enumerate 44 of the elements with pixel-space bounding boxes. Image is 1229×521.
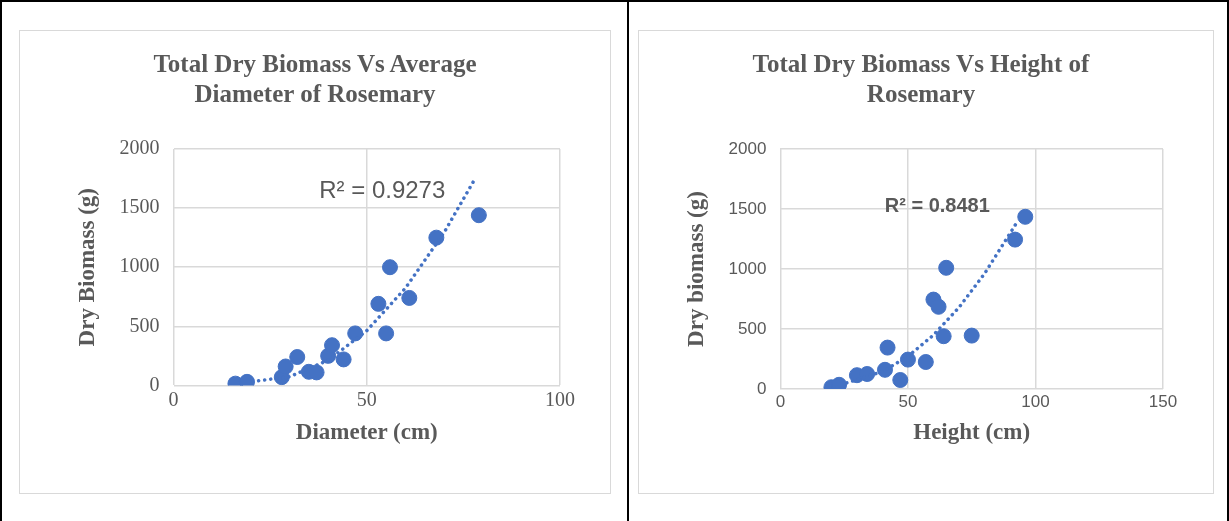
- y-tick-label: 2000: [728, 138, 767, 158]
- point: [470, 207, 487, 224]
- x-tick-label: 0: [168, 387, 179, 410]
- x-tick-label: 150: [1148, 391, 1178, 411]
- point: [324, 337, 341, 354]
- y-tick-label: 500: [129, 313, 160, 336]
- y-axis-title: Dry biomass (g): [682, 191, 708, 347]
- y-tick-label: 2000: [119, 136, 160, 159]
- y-tick-label: 1000: [119, 254, 160, 277]
- y-tick-label: 1500: [728, 198, 767, 218]
- point: [378, 325, 395, 342]
- point: [892, 372, 909, 388]
- point: [335, 351, 352, 368]
- point: [859, 366, 876, 382]
- point: [876, 361, 893, 378]
- y-tick-label: 500: [738, 318, 767, 338]
- point: [277, 358, 294, 375]
- point: [289, 349, 306, 366]
- point: [347, 325, 364, 342]
- point: [381, 259, 398, 276]
- y-tick-label: 0: [149, 372, 160, 395]
- x-tick-label: 100: [1021, 391, 1050, 411]
- point: [370, 295, 387, 312]
- x-tick-label: 50: [356, 387, 377, 410]
- point: [963, 327, 980, 344]
- x-tick-label: 0: [775, 391, 786, 411]
- x-tick-label: 100: [545, 387, 575, 410]
- point: [1007, 231, 1024, 248]
- point: [938, 259, 955, 276]
- y-tick-label: 1500: [119, 195, 160, 218]
- annotation: R² = 0.9273: [319, 176, 446, 204]
- point: [917, 354, 934, 370]
- point: [879, 339, 896, 356]
- point: [935, 328, 952, 345]
- annotation: R² = 0.8481: [884, 194, 990, 217]
- point: [930, 298, 947, 315]
- y-axis-title: Dry Biomass (g): [73, 187, 99, 347]
- point: [899, 351, 916, 368]
- point: [401, 289, 418, 306]
- chart-title: Total Dry Biomass Vs Average Diameter of Rosemary: [153, 50, 477, 108]
- y-tick-label: 1000: [728, 258, 767, 278]
- x-tick-label: 50: [898, 391, 918, 411]
- chart-title: Total Dry Biomass Vs Height of Rosemary: [752, 50, 1091, 108]
- point: [1017, 208, 1034, 225]
